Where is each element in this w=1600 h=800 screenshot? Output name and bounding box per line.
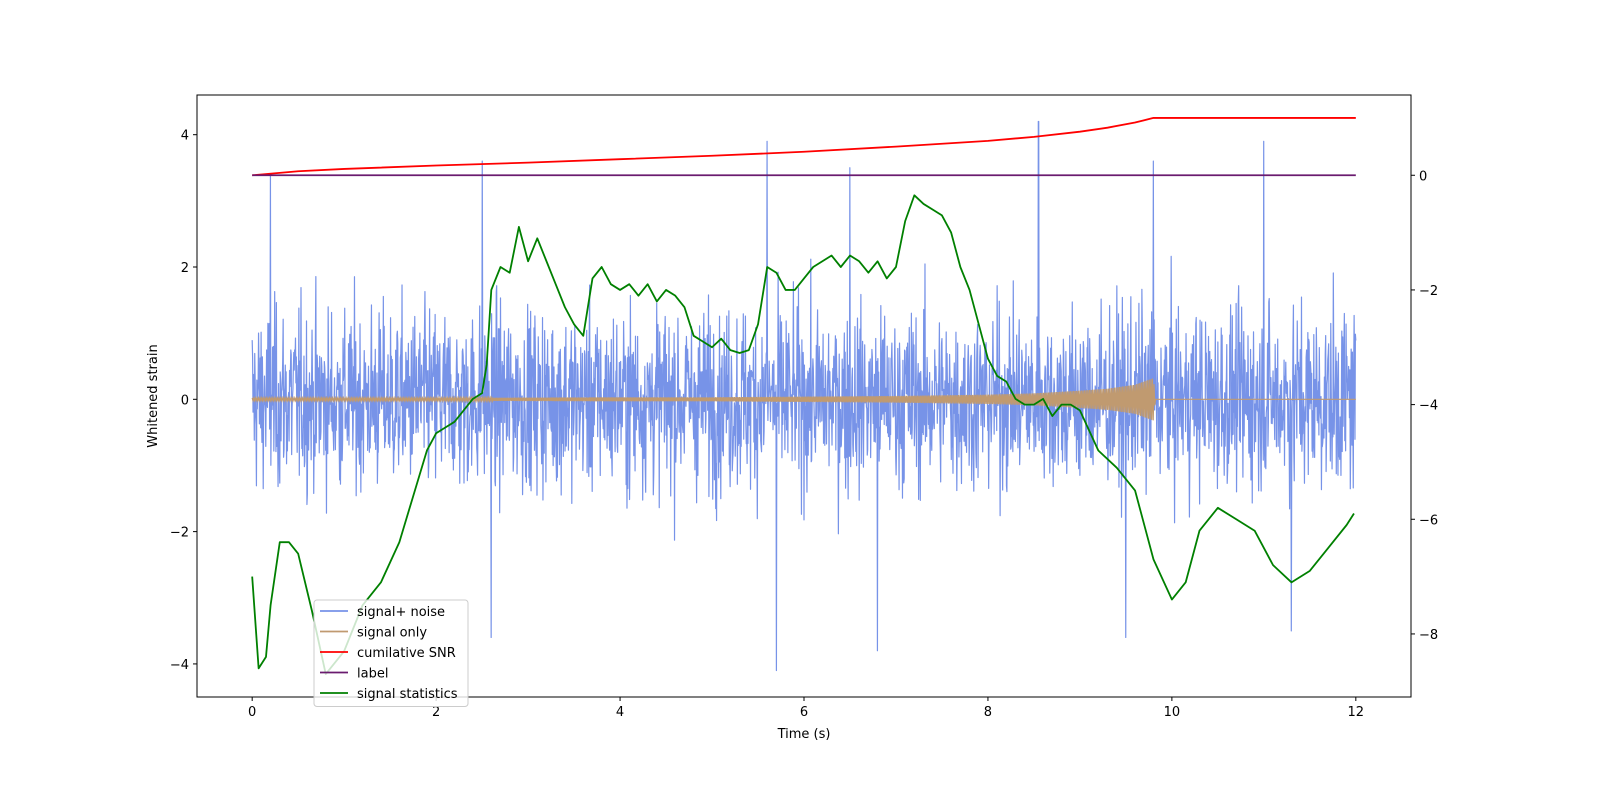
legend-entry: signal only <box>320 626 427 641</box>
legend-label: signal+ noise <box>357 605 445 620</box>
x-tick-label: 6 <box>800 705 808 720</box>
legend: signal+ noise signal only cumilative SNR la… <box>313 599 469 707</box>
x-tick-label: 4 <box>616 705 624 720</box>
y-right-tick-label: −8 <box>1419 628 1438 643</box>
snr-line <box>252 117 1356 177</box>
x-tick-label: 10 <box>1164 705 1181 720</box>
y-right-tick-label: −6 <box>1419 513 1438 528</box>
x-tick-label: 2 <box>432 705 440 720</box>
noise-trace <box>251 120 1357 672</box>
y-left-tick-label: 2 <box>181 261 189 276</box>
statistics-line <box>251 194 1355 675</box>
x-tick-label: 12 <box>1348 705 1365 720</box>
legend-box <box>313 599 469 707</box>
series-signal-plus-noise <box>251 120 1357 672</box>
legend-entry: signal+ noise <box>320 605 445 620</box>
legend-label: label <box>357 667 388 682</box>
legend-entry: cumilative SNR <box>320 646 456 661</box>
x-tick-label: 8 <box>984 705 992 720</box>
y-right-tick-label: −4 <box>1419 399 1438 414</box>
x-axis-label: Time (s) <box>777 727 831 742</box>
y-axis-left: −4 −2 0 2 4 <box>170 129 197 673</box>
y-left-tick-label: 0 <box>181 393 189 408</box>
y-right-tick-label: −2 <box>1419 284 1438 299</box>
legend-label: signal only <box>357 626 427 641</box>
x-axis: 0 2 4 6 8 10 12 <box>248 697 1364 720</box>
y-right-tick-label: 0 <box>1419 169 1427 184</box>
legend-entry: label <box>320 667 388 682</box>
legend-label: cumilative SNR <box>357 646 456 661</box>
series-cumilative-snr <box>252 117 1356 177</box>
plot-area <box>251 117 1357 675</box>
series-signal-statistics <box>251 194 1355 675</box>
y-left-tick-label: −4 <box>170 658 189 673</box>
legend-entry: signal statistics <box>320 687 458 702</box>
x-tick-label: 0 <box>248 705 256 720</box>
y-axis-right: −8 −6 −4 −2 0 <box>1411 169 1438 643</box>
signal-trace <box>251 378 1356 421</box>
series-signal-only <box>251 378 1356 421</box>
y-left-tick-label: 4 <box>181 129 189 144</box>
y-left-tick-label: −2 <box>170 526 189 541</box>
legend-label: signal statistics <box>357 687 458 702</box>
y-axis-label: Whitened strain <box>146 344 161 447</box>
